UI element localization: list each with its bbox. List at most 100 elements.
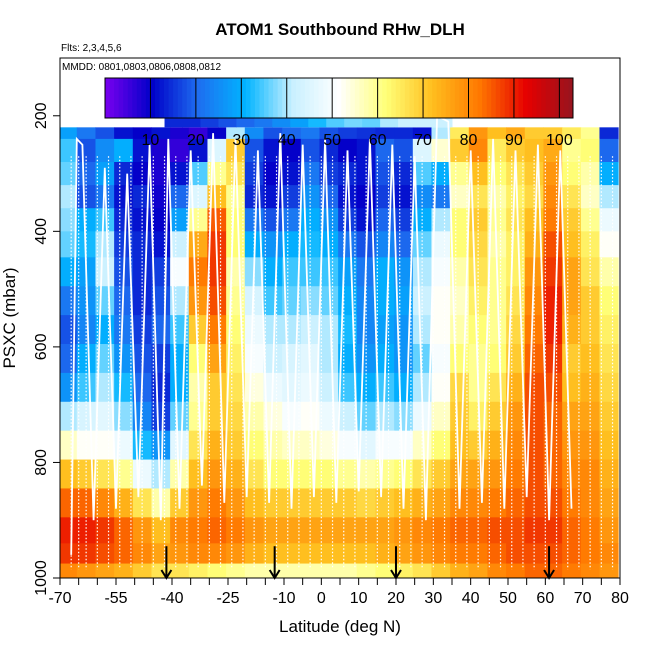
heatmap-cell — [375, 208, 395, 232]
heatmap-cell — [599, 401, 619, 432]
heatmap-cell — [95, 563, 115, 578]
heatmap-cell — [60, 208, 78, 232]
heatmap-cell — [450, 315, 470, 345]
heatmap-cell — [431, 315, 451, 345]
heatmap-cell — [244, 344, 264, 374]
heatmap-cell — [487, 286, 507, 316]
heatmap-cell — [76, 315, 96, 345]
heatmap-cell — [132, 127, 152, 140]
heatmap-cell — [226, 208, 246, 232]
heatmap-cell — [338, 430, 358, 461]
heatmap-cell — [599, 138, 619, 163]
colorbar-swatch — [127, 78, 133, 118]
heatmap-cell — [188, 138, 208, 163]
heatmap-cell — [375, 563, 395, 578]
heatmap-cell — [356, 344, 376, 374]
heatmap-cell — [244, 430, 264, 461]
dates-subtitle: MMDD: 0801,0803,0806,0808,0812 — [62, 62, 221, 73]
heatmap-cell — [95, 344, 115, 374]
colorbar-swatch — [450, 78, 456, 118]
heatmap-cell — [132, 459, 152, 489]
colorbar-swatch — [368, 78, 374, 118]
heatmap-cell — [543, 344, 563, 374]
heatmap-cell — [226, 459, 246, 489]
heatmap-cell — [524, 459, 544, 489]
heatmap-cell — [599, 344, 619, 374]
heatmap-cell — [263, 459, 283, 489]
heatmap-cell — [431, 401, 451, 432]
colorbar-swatch — [114, 78, 120, 118]
colorbar-swatch — [513, 78, 519, 118]
heatmap-cell — [282, 344, 302, 374]
colorbar-swatch — [145, 78, 151, 118]
colorbar-swatch — [409, 78, 415, 118]
colorbar-swatch — [568, 78, 574, 118]
heatmap-cell — [114, 315, 134, 345]
colorbar-swatch — [223, 78, 229, 118]
heatmap-cell — [151, 430, 171, 461]
x-tick-label: 50 — [499, 590, 517, 607]
heatmap-cell — [562, 401, 582, 432]
heatmap-cell — [319, 430, 339, 461]
heatmap-cell — [450, 517, 470, 544]
heatmap-cell — [170, 430, 190, 461]
heatmap-cell — [76, 127, 96, 140]
heatmap-cell — [244, 138, 264, 163]
heatmap-cell — [319, 208, 339, 232]
heatmap-cell — [356, 127, 376, 140]
colorbar-swatch — [250, 78, 256, 118]
x-tick-label: 20 — [387, 590, 405, 607]
heatmap-cell — [562, 517, 582, 544]
heatmap-cell — [599, 127, 619, 140]
colorbar-tick-label: 60 — [369, 132, 387, 149]
heatmap-cell — [170, 185, 190, 209]
x-tick-label: 40 — [462, 590, 480, 607]
heatmap-cell — [132, 138, 152, 163]
heatmap-cell — [207, 344, 227, 374]
colorbar-swatch — [473, 78, 478, 118]
colorbar-swatch — [427, 78, 433, 118]
heatmap-cell — [60, 231, 78, 258]
colorbar-tick-label: 40 — [278, 132, 296, 149]
colorbar-swatch — [236, 78, 242, 118]
heatmap-cell — [207, 517, 227, 544]
heatmap-cell — [319, 286, 339, 316]
colorbar-swatch — [159, 78, 165, 118]
heatmap-cell — [95, 488, 115, 518]
x-tick-label: -10 — [272, 590, 295, 607]
colorbar-swatch — [500, 78, 506, 118]
heatmap-cell — [170, 543, 190, 565]
colorbar-swatch — [277, 78, 283, 118]
heatmap-cell — [207, 315, 227, 345]
heatmap-cell — [95, 231, 115, 258]
heatmap-cell — [524, 517, 544, 544]
heatmap-cell — [599, 517, 619, 544]
heatmap-cell — [506, 401, 526, 432]
heatmap-cell — [468, 459, 488, 489]
heatmap-cell — [244, 517, 264, 544]
heatmap-cell — [132, 315, 152, 345]
heatmap-cell — [95, 257, 115, 287]
heatmap-cell — [95, 138, 115, 163]
heatmap-cell — [263, 543, 283, 565]
y-axis-label: PSXC (mbar) — [0, 267, 19, 368]
colorbar-swatch — [314, 78, 319, 118]
colorbar-swatch — [432, 78, 438, 118]
heatmap-cell — [76, 430, 96, 461]
x-tick-label: 0 — [317, 590, 326, 607]
heatmap-cell — [282, 138, 302, 163]
heatmap-cell — [394, 138, 414, 163]
colorbar-swatch — [559, 78, 565, 118]
colorbar-swatch — [373, 78, 379, 118]
colorbar-swatch — [463, 78, 469, 118]
colorbar-swatch — [150, 78, 156, 118]
heatmap-cell — [207, 401, 227, 432]
heatmap-cell — [468, 344, 488, 374]
colorbar-swatch — [423, 78, 429, 118]
heatmap-cell — [543, 231, 563, 258]
heatmap-cell — [506, 430, 526, 461]
colorbar-swatch — [204, 78, 210, 118]
heatmap-cell — [60, 401, 78, 432]
heatmap-cell — [282, 401, 302, 432]
colorbar-swatch — [291, 78, 297, 118]
